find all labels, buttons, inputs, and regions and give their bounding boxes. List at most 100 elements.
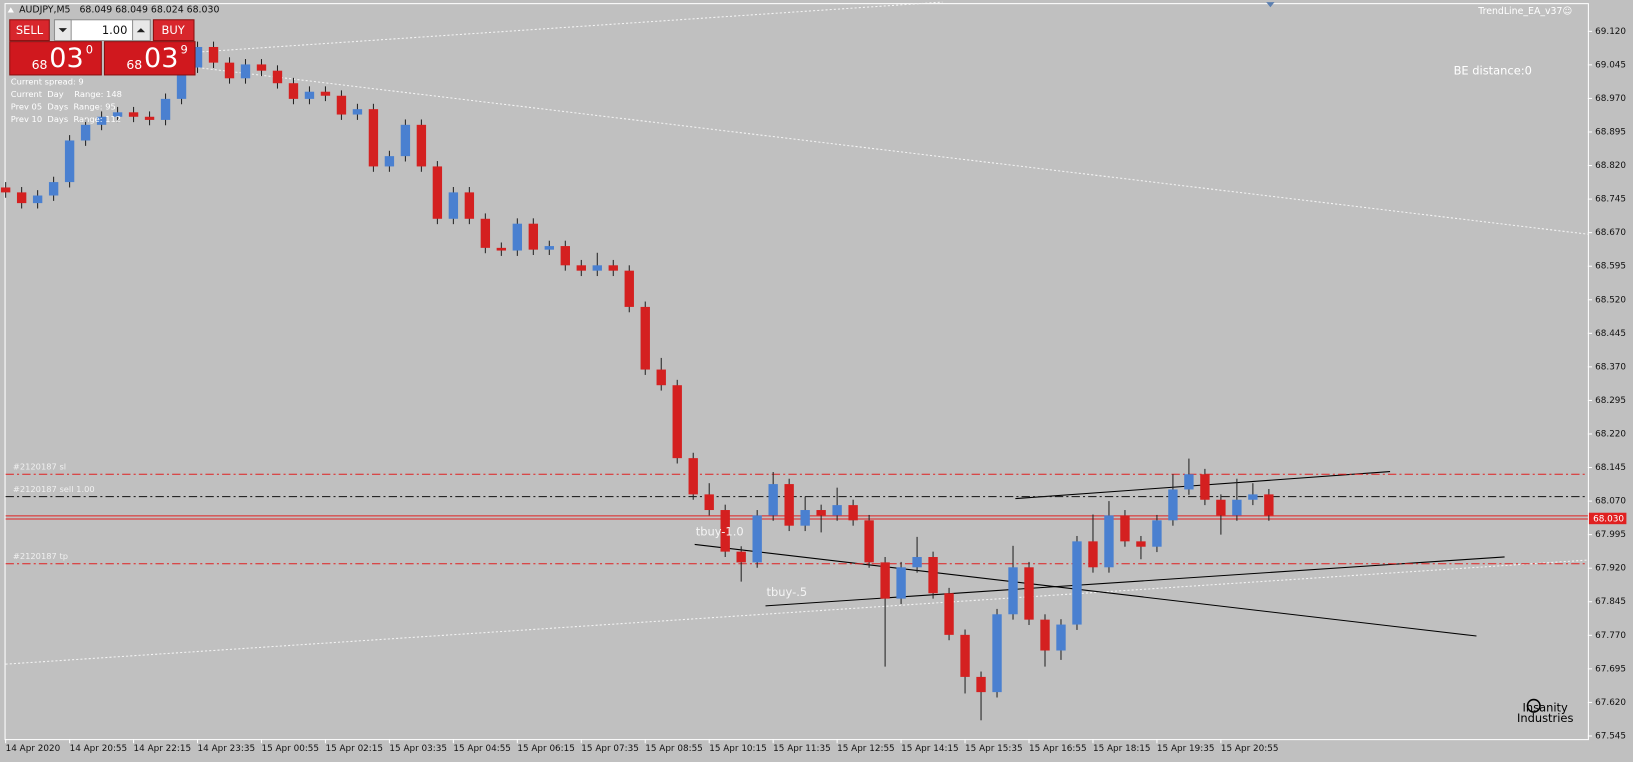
sell-label: SELL <box>16 23 44 37</box>
ask-box[interactable] <box>103 41 196 76</box>
candle-body <box>432 166 443 219</box>
y-tick-label: 68.595 <box>1595 262 1626 272</box>
x-tick-label: 15 Apr 20:55 <box>1221 744 1279 754</box>
candle-body <box>560 246 570 266</box>
candle-body <box>384 156 395 167</box>
x-tick-label: 14 Apr 2020 <box>6 744 61 754</box>
candle-body <box>48 182 59 196</box>
x-tick-label: 15 Apr 18:15 <box>1093 744 1151 754</box>
candle-body <box>640 306 650 370</box>
annotation: tbuy-.5 <box>767 585 808 599</box>
sell-button[interactable] <box>9 19 50 42</box>
candle-body <box>1104 515 1114 568</box>
candle-body <box>592 265 602 271</box>
candle-body <box>80 124 91 141</box>
annotation: tbuy-1.0 <box>696 524 744 538</box>
candle-body <box>144 116 155 120</box>
y-tick-label: 68.145 <box>1595 463 1626 473</box>
buy-label: BUY <box>162 23 186 37</box>
candle-body <box>288 83 299 99</box>
trendline <box>198 1 943 53</box>
candle-body <box>1072 541 1082 625</box>
candle-body <box>608 265 618 271</box>
candle-body <box>544 246 554 250</box>
price-tag <box>1588 512 1627 525</box>
y-tick-label: 67.545 <box>1595 731 1626 741</box>
ask-small: 9 <box>180 42 187 56</box>
candle-body <box>464 192 475 219</box>
candle-body <box>624 270 634 307</box>
candle-body <box>1024 567 1034 620</box>
y-tick-label: 67.995 <box>1595 530 1626 540</box>
y-tick-label: 67.620 <box>1595 698 1626 708</box>
candle-body <box>672 385 682 459</box>
x-tick-label: 15 Apr 04:55 <box>453 744 511 754</box>
trendline <box>5 559 1588 665</box>
candle-body <box>128 112 139 117</box>
candle-body <box>496 247 507 251</box>
candle-body <box>864 520 874 563</box>
y-tick-label: 67.695 <box>1595 664 1626 674</box>
collapse-icon[interactable] <box>7 7 14 13</box>
candle-body <box>656 369 666 386</box>
x-tick-label: 15 Apr 07:35 <box>581 744 639 754</box>
candle-body <box>224 62 235 79</box>
candle-body <box>1200 474 1210 500</box>
x-tick-label: 15 Apr 16:55 <box>1029 744 1087 754</box>
symbol-quote: 68.049 68.049 68.024 68.030 <box>79 4 219 15</box>
candle-body <box>928 557 938 594</box>
candle-body <box>528 223 539 250</box>
lot-value: 1.00 <box>102 23 127 37</box>
y-tick-label: 67.920 <box>1595 564 1626 574</box>
one-click-panel: SELL 1.00 BUY 68 03 0 68 03 9 <box>9 19 196 76</box>
candle-body <box>176 67 187 99</box>
candle-body <box>272 70 283 84</box>
x-tick-label: 14 Apr 23:35 <box>198 744 256 754</box>
candle-body <box>1120 515 1130 542</box>
candle-body <box>1040 619 1050 651</box>
y-tick-label: 68.070 <box>1595 497 1626 507</box>
candle-body <box>1184 474 1194 490</box>
candle-body <box>240 64 251 79</box>
x-tick-label: 15 Apr 08:55 <box>645 744 703 754</box>
arrow-down <box>58 28 67 33</box>
candle-body <box>704 494 714 511</box>
x-tick-label: 15 Apr 03:35 <box>389 744 447 754</box>
levels-layer: #2120187 sl #2120187 sell 1.00 #2120187 tp… <box>5 461 1627 565</box>
y-tick-label: 68.220 <box>1595 429 1626 439</box>
x-tick-label: 15 Apr 15:35 <box>965 744 1023 754</box>
bid-box[interactable] <box>9 41 102 76</box>
y-tick-label: 68.370 <box>1595 362 1626 372</box>
candle-body <box>64 140 75 183</box>
candle-body <box>752 515 762 563</box>
info-block: Current spread: 9 Current Day Range: 148… <box>11 77 122 124</box>
candle-body <box>480 218 491 248</box>
ea-name: TrendLine_EA_v37☺ <box>1477 6 1572 17</box>
x-tick-label: 15 Apr 14:15 <box>901 744 959 754</box>
symbol-title: AUDJPY,M5 <box>19 4 70 15</box>
y-tick-label: 68.745 <box>1595 195 1626 205</box>
info-line: Current spread: 9 <box>11 77 84 87</box>
buy-button[interactable] <box>152 19 195 42</box>
y-tick-label: 68.970 <box>1595 94 1626 104</box>
arrow-up <box>136 28 146 33</box>
candle-body <box>160 98 171 120</box>
candles-layer <box>0 41 1274 721</box>
candle-body <box>352 109 363 115</box>
candle-body <box>1232 499 1242 516</box>
candle-body <box>912 557 922 568</box>
x-tick-label: 15 Apr 02:15 <box>325 744 383 754</box>
candle-body <box>896 567 906 599</box>
y-tick-label: 67.845 <box>1595 597 1626 607</box>
trendline <box>198 67 1588 235</box>
logo-line: Insanity <box>1523 700 1569 714</box>
y-tick-label: 68.445 <box>1595 329 1626 339</box>
candle-body <box>336 95 347 115</box>
order-label: #2120187 tp <box>13 551 68 561</box>
y-tick-label: 68.670 <box>1595 228 1626 238</box>
candle-body <box>736 551 746 563</box>
ask-big: 68 <box>126 57 142 72</box>
